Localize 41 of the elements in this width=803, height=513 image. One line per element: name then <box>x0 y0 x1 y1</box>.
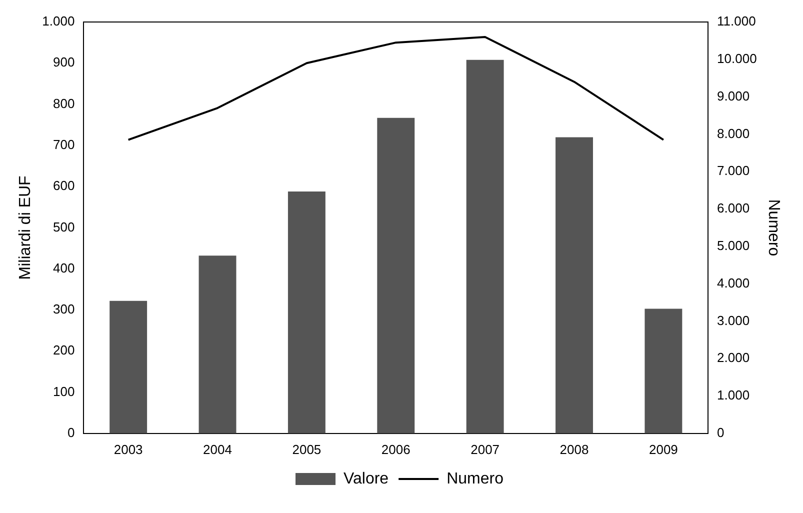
y2-axis-title: Numero <box>764 199 782 256</box>
y-tick-label: 800 <box>53 96 75 111</box>
y-axis-title: Miliardi di EUF <box>17 175 34 280</box>
bar <box>556 137 593 434</box>
y-tick-label: 600 <box>53 178 75 194</box>
x-tick-label: 2007 <box>470 442 500 457</box>
y-tick-label: 0 <box>67 424 75 440</box>
y-tick-label: 700 <box>53 137 75 152</box>
y2-tick-label: 0 <box>717 424 724 440</box>
y2-tick-label: 10.000 <box>717 50 757 66</box>
bar <box>110 300 148 434</box>
x-tick-label: 2006 <box>381 442 410 457</box>
bar <box>288 191 326 434</box>
y-tick-label: 1.000 <box>42 14 75 29</box>
legend-label: Valore <box>344 470 389 488</box>
y2-tick-label: 3.000 <box>717 312 750 328</box>
y2-tick-label: 11.000 <box>717 14 756 29</box>
x-tick-label: 2005 <box>292 442 322 457</box>
x-tick-label: 2003 <box>114 442 143 457</box>
x-tick-label: 2004 <box>203 442 232 457</box>
x-tick-label: 2008 <box>560 442 589 457</box>
y2-tick-label: 7.000 <box>717 163 750 178</box>
y-tick-label: 100 <box>53 384 75 399</box>
y2-tick-label: 2.000 <box>717 350 750 366</box>
y2-tick-label: 1.000 <box>717 388 750 403</box>
bar <box>377 118 415 434</box>
y2-tick-label: 4.000 <box>717 275 750 290</box>
y-tick-label: 200 <box>53 342 75 358</box>
y2-tick-label: 9.000 <box>717 88 750 104</box>
legend-label: Numero <box>446 470 504 488</box>
y-tick-label: 900 <box>53 54 75 70</box>
bar <box>198 256 236 434</box>
bar <box>466 60 504 434</box>
y2-tick-label: 8.000 <box>717 126 750 141</box>
y-tick-label: 500 <box>53 219 75 234</box>
y-tick-label: 300 <box>53 302 75 317</box>
y-tick-label: 400 <box>53 260 75 276</box>
y2-tick-label: 6.000 <box>717 200 750 216</box>
y2-tick-label: 5.000 <box>717 238 750 253</box>
x-tick-label: 2009 <box>648 442 678 457</box>
bar <box>644 308 682 434</box>
